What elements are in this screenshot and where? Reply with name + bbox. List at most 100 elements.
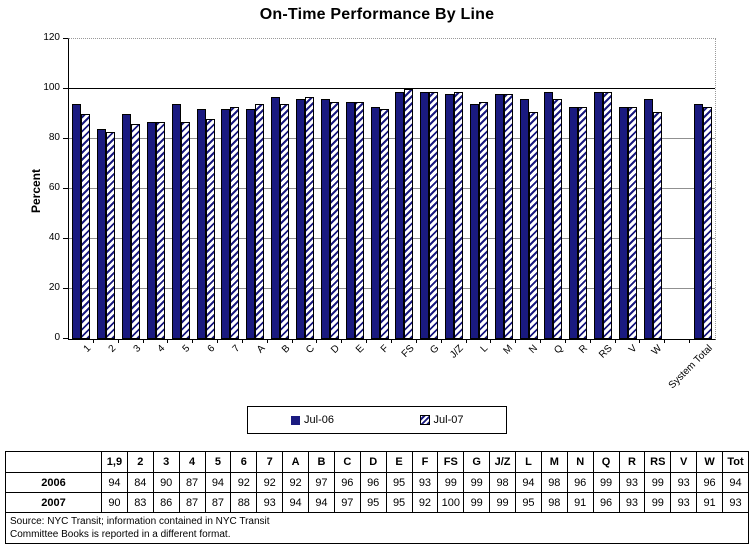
x-tick-label-1: 1 (81, 343, 94, 355)
bar-Jul-07-V (628, 106, 638, 339)
legend-item-jul06: Jul-06 (248, 414, 377, 426)
x-tick-mark-15 (440, 339, 442, 343)
x-tick-label-4: 4 (156, 343, 168, 355)
cell-2006-J/Z: 98 (489, 472, 516, 493)
row-label-2006: 2006 (5, 472, 102, 493)
cell-2007-Tot: 93 (722, 492, 749, 513)
bar-Jul-06-Q (544, 91, 554, 339)
bar-Jul-06-4 (146, 121, 156, 339)
table-header-FS: FS (437, 451, 465, 473)
x-tick-label-G: G (427, 343, 442, 357)
bar-Jul-07-M (503, 94, 513, 339)
bar-Jul-06-2 (97, 129, 107, 339)
bar-Jul-06-L (469, 104, 479, 339)
x-tick-mark-23 (639, 339, 641, 343)
x-tick-label-L: L (479, 343, 491, 355)
bar-Jul-07-R (578, 106, 588, 339)
bar-Jul-06-E (345, 101, 355, 339)
bar-Jul-07-System Total (702, 106, 712, 339)
cell-2006-RS: 99 (644, 472, 672, 493)
bar-Jul-06-3 (122, 114, 132, 339)
cell-2007-F: 92 (411, 492, 439, 513)
table-header-F: F (411, 451, 439, 473)
category-slot-A (243, 39, 268, 339)
category-slot-7 (218, 39, 243, 339)
x-tick-mark-11 (341, 339, 343, 343)
x-axis-tick-labels: 1 2 3 4 5 6 7 A B C D E F FS G J/Z L M N Q R RS V W System Total (68, 343, 715, 407)
table-header-row: 1,9 2 3 4 5 6 7 A B C D E F FS G J/Z L M N Q R RS V W Tot (5, 451, 749, 473)
table-header-C: C (333, 451, 361, 473)
table-header-N: N (566, 451, 594, 473)
bar-Jul-07-D (329, 101, 339, 339)
y-tick-label-20: 20 (48, 282, 60, 293)
table-header-Q: Q (592, 451, 620, 473)
bar-Jul-06-D (320, 99, 330, 339)
y-tick-label-100: 100 (43, 82, 60, 93)
category-slot-N (516, 39, 541, 339)
cell-2007-3: 86 (152, 492, 180, 513)
table-header-6: 6 (230, 451, 258, 473)
cell-2006-Tot: 94 (722, 472, 749, 493)
table-note-row: Source: NYC Transit; information contain… (5, 512, 749, 544)
x-tick-mark-19 (540, 339, 542, 343)
y-tick-mark-20 (63, 288, 68, 289)
bar-Jul-07-3 (131, 124, 141, 339)
x-tick-mark-8 (266, 339, 268, 343)
category-slot-RS (591, 39, 616, 339)
bar-Jul-06-A (246, 109, 256, 339)
x-tick-mark-18 (515, 339, 517, 343)
x-tick-label-7: 7 (230, 343, 243, 355)
bar-Jul-06-B (271, 96, 281, 339)
cell-2006-G: 99 (463, 472, 491, 493)
table-header-D: D (359, 451, 387, 473)
x-tick-mark-21 (589, 339, 591, 343)
y-tick-mark-100 (63, 88, 68, 89)
cell-2007-G: 99 (463, 492, 491, 513)
category-slot-F (367, 39, 392, 339)
bar-Jul-07-RS (603, 91, 613, 339)
cell-2006-F: 93 (411, 472, 439, 493)
bar-Jul-07-7 (230, 106, 240, 339)
x-tick-mark-3 (142, 339, 144, 343)
y-tick-mark-120 (63, 38, 68, 39)
gridline-80 (69, 138, 715, 139)
x-tick-label-N: N (527, 343, 541, 356)
gridline-100 (69, 88, 715, 89)
table-header-3: 3 (152, 451, 180, 473)
cell-2007-N: 91 (566, 492, 594, 513)
bar-Jul-06-W (643, 99, 653, 339)
y-tick-mark-0 (63, 338, 68, 339)
category-slot-1 (69, 39, 94, 339)
category-slot-G (417, 39, 442, 339)
bar-Jul-07-F (379, 109, 389, 339)
category-slot-System Total (690, 39, 715, 339)
bar-Jul-07-B (280, 104, 290, 339)
table-row-2006: 2006 94 84 90 87 94 92 92 92 97 96 96 95 93 99 99 98 94 98… (5, 472, 749, 493)
legend-item-jul07: Jul-07 (377, 414, 506, 426)
cell-2006-4: 87 (178, 472, 206, 493)
cell-2007-Q: 96 (592, 492, 620, 513)
bar-Jul-06-6 (196, 109, 206, 339)
x-tick-label-FS: FS (399, 343, 417, 360)
x-tick-label-R: R (577, 343, 591, 356)
table-header-W: W (696, 451, 723, 473)
cell-2007-RS: 99 (644, 492, 672, 513)
bar-Jul-07-E (354, 101, 364, 339)
cell-2006-L: 94 (515, 472, 542, 493)
bar-Jul-07-1 (81, 114, 91, 339)
y-tick-label-0: 0 (54, 332, 60, 343)
y-tick-mark-60 (63, 188, 68, 189)
bar-Jul-07-G (429, 91, 439, 339)
legend-swatch-hatched-icon (419, 415, 430, 425)
bar-Jul-06-7 (221, 109, 231, 339)
cell-2006-C: 96 (333, 472, 361, 493)
gridline-60 (69, 188, 715, 189)
cell-2007-W: 91 (696, 492, 723, 513)
bar-Jul-06-System Total (693, 104, 703, 339)
plot-area (68, 38, 716, 340)
x-tick-label-C: C (303, 343, 317, 356)
table-header-4: 4 (178, 451, 206, 473)
category-slot-L (467, 39, 492, 339)
x-tick-label-M: M (501, 343, 516, 357)
